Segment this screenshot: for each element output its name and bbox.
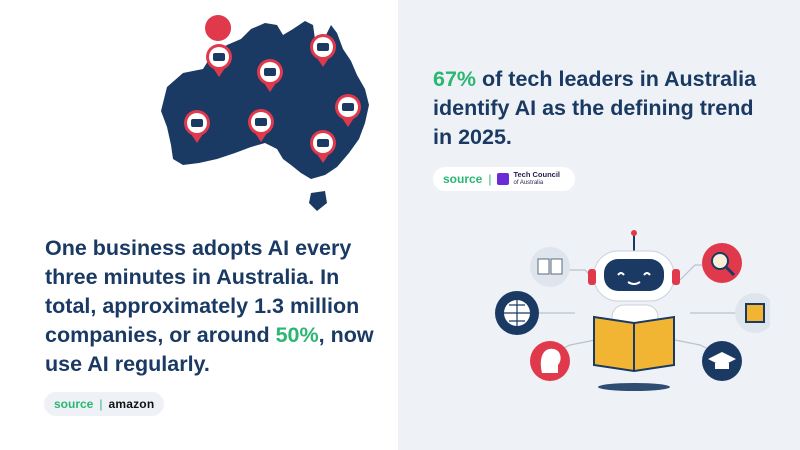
source-badge-amazon[interactable]: source | amazon <box>44 392 164 416</box>
source-label: source <box>443 172 483 186</box>
adoption-statistic: One business adopts AI every three minut… <box>45 236 374 376</box>
graduation-cap-icon <box>702 341 742 381</box>
head-icon <box>530 341 570 381</box>
adoption-percent: 50% <box>275 323 319 347</box>
source-badge-tech-council[interactable]: source | Tech Council of Australia <box>433 167 575 191</box>
robot-icon <box>588 230 680 391</box>
globe-icon <box>495 291 539 335</box>
magnifier-icon <box>702 243 742 283</box>
tech-council-logo: Tech Council of Australia <box>497 171 560 187</box>
tech-leaders-percent: 67% <box>433 67 477 91</box>
source-separator: | <box>488 172 492 186</box>
amazon-logo: amazon <box>108 397 155 411</box>
robot-illustration <box>495 230 770 391</box>
tech-leaders-statistic: 67% of tech leaders in Australia identif… <box>433 67 757 149</box>
source-label: source <box>54 397 94 411</box>
tech-council-mark-icon <box>497 173 510 185</box>
australia-map-icon <box>161 15 369 211</box>
source-separator: | <box>99 397 103 411</box>
book-icon <box>530 247 570 287</box>
chip-icon <box>735 293 770 333</box>
